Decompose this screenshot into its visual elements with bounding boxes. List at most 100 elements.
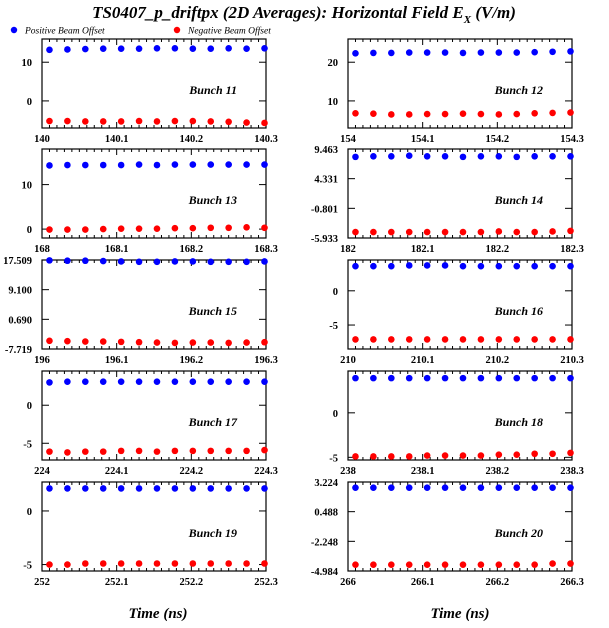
negative-offset-point	[135, 117, 143, 125]
positive-offset-point	[46, 46, 53, 54]
negative-offset-point	[64, 337, 71, 345]
negative-offset-point	[207, 560, 215, 567]
positive-offset-point	[189, 378, 197, 385]
positive-offset-point	[405, 152, 413, 160]
bunch-label: Bunch 18	[494, 415, 543, 429]
negative-offset-point	[243, 560, 250, 567]
y-tick-label: 0.488	[314, 508, 338, 519]
legend-marker-positive	[10, 26, 18, 34]
negative-offset-point	[388, 228, 395, 236]
negative-offset-point	[513, 336, 521, 343]
negative-offset-point	[513, 110, 521, 118]
x-tick-label: 238.2	[486, 466, 510, 477]
negative-offset-point	[171, 560, 179, 567]
bunch-label: Bunch 17	[188, 415, 238, 429]
negative-offset-point	[459, 228, 467, 236]
positive-offset-point	[261, 378, 268, 385]
positive-offset-point	[225, 258, 232, 266]
positive-offset-point	[531, 262, 538, 270]
negative-offset-point	[117, 447, 125, 455]
positive-offset-point	[423, 374, 431, 382]
x-tick-label: 238	[340, 466, 356, 477]
negative-offset-point	[99, 448, 107, 455]
positive-offset-point	[567, 48, 574, 55]
x-tick-label: 196.3	[254, 355, 278, 366]
negative-offset-point	[459, 336, 467, 343]
x-axis-title-left: Time (ns)	[128, 606, 187, 622]
negative-offset-point	[495, 336, 503, 343]
positive-offset-point	[135, 378, 143, 385]
positive-offset-point	[64, 378, 71, 385]
positive-offset-point	[513, 49, 521, 56]
positive-offset-point	[135, 161, 143, 168]
negative-offset-point	[495, 228, 503, 235]
x-tick-label: 224.1	[105, 466, 129, 477]
positive-offset-point	[459, 484, 467, 491]
y-tick-label: -5	[329, 453, 338, 464]
negative-offset-point	[441, 452, 449, 459]
positive-offset-point	[135, 258, 143, 266]
negative-offset-point	[135, 560, 143, 567]
positive-offset-point	[171, 485, 179, 492]
negative-offset-point	[567, 109, 574, 116]
x-tick-label: 154	[340, 134, 357, 145]
positive-offset-point	[388, 49, 395, 57]
x-tick-label: 168.1	[105, 244, 129, 255]
negative-offset-point	[261, 119, 268, 127]
negative-offset-point	[513, 561, 521, 568]
negative-offset-point	[189, 447, 197, 455]
x-tick-label: 168	[34, 244, 50, 255]
negative-offset-point	[171, 339, 179, 347]
x-tick-label: 238.3	[560, 466, 584, 477]
positive-offset-point	[352, 262, 359, 270]
positive-offset-point	[207, 45, 215, 52]
positive-offset-point	[46, 485, 53, 492]
negative-offset-point	[549, 336, 556, 343]
negative-offset-point	[99, 338, 107, 345]
x-tick-label: 182.2	[486, 244, 510, 255]
positive-offset-point	[423, 262, 431, 269]
negative-offset-point	[441, 228, 449, 236]
x-tick-label: 252	[34, 577, 50, 588]
positive-offset-point	[64, 485, 71, 492]
negative-offset-point	[477, 561, 485, 568]
negative-offset-point	[405, 336, 413, 343]
positive-offset-point	[567, 484, 574, 491]
positive-offset-point	[153, 485, 161, 492]
negative-offset-point	[567, 336, 574, 343]
negative-offset-point	[370, 228, 377, 236]
x-tick-label: 182.3	[560, 244, 584, 255]
negative-offset-point	[46, 117, 53, 125]
negative-offset-point	[388, 111, 395, 118]
negative-offset-point	[207, 224, 215, 232]
x-tick-label: 168.3	[254, 244, 278, 255]
negative-offset-point	[459, 110, 467, 117]
negative-offset-point	[153, 339, 161, 346]
negative-offset-point	[117, 118, 125, 125]
panel: 224 224.1 224.2 224.3 -5 0 Bunch 17	[23, 370, 278, 477]
negative-offset-point	[531, 336, 538, 343]
chart-title-unit: (V/m)	[475, 3, 516, 22]
positive-offset-point	[495, 49, 503, 56]
positive-offset-point	[477, 49, 485, 56]
negative-offset-point	[388, 561, 395, 568]
positive-offset-point	[352, 484, 359, 491]
x-tick-label: 252.3	[254, 577, 278, 588]
positive-offset-point	[64, 161, 71, 169]
negative-offset-point	[189, 339, 197, 346]
panel: 196 196.1 196.2 196.3 -7.719 0.690 9.100 17.509…	[3, 256, 278, 366]
x-tick-label: 210.2	[486, 355, 510, 366]
negative-offset-point	[405, 228, 413, 236]
negative-offset-point	[135, 447, 143, 455]
positive-offset-point	[225, 161, 232, 168]
negative-offset-point	[189, 117, 197, 125]
positive-offset-point	[495, 153, 503, 160]
negative-offset-point	[225, 560, 232, 567]
panel: 266 266.1 266.2 266.3 -4.984 -2.248 0.488 3.224…	[311, 478, 584, 588]
positive-offset-point	[243, 485, 250, 492]
positive-offset-point	[153, 44, 161, 52]
chart-title-subscript: X	[463, 14, 472, 26]
panel: 168 168.1 168.2 168.3 0 10 Bunch 13	[22, 148, 278, 255]
negative-offset-point	[441, 561, 449, 568]
negative-offset-point	[46, 337, 53, 345]
